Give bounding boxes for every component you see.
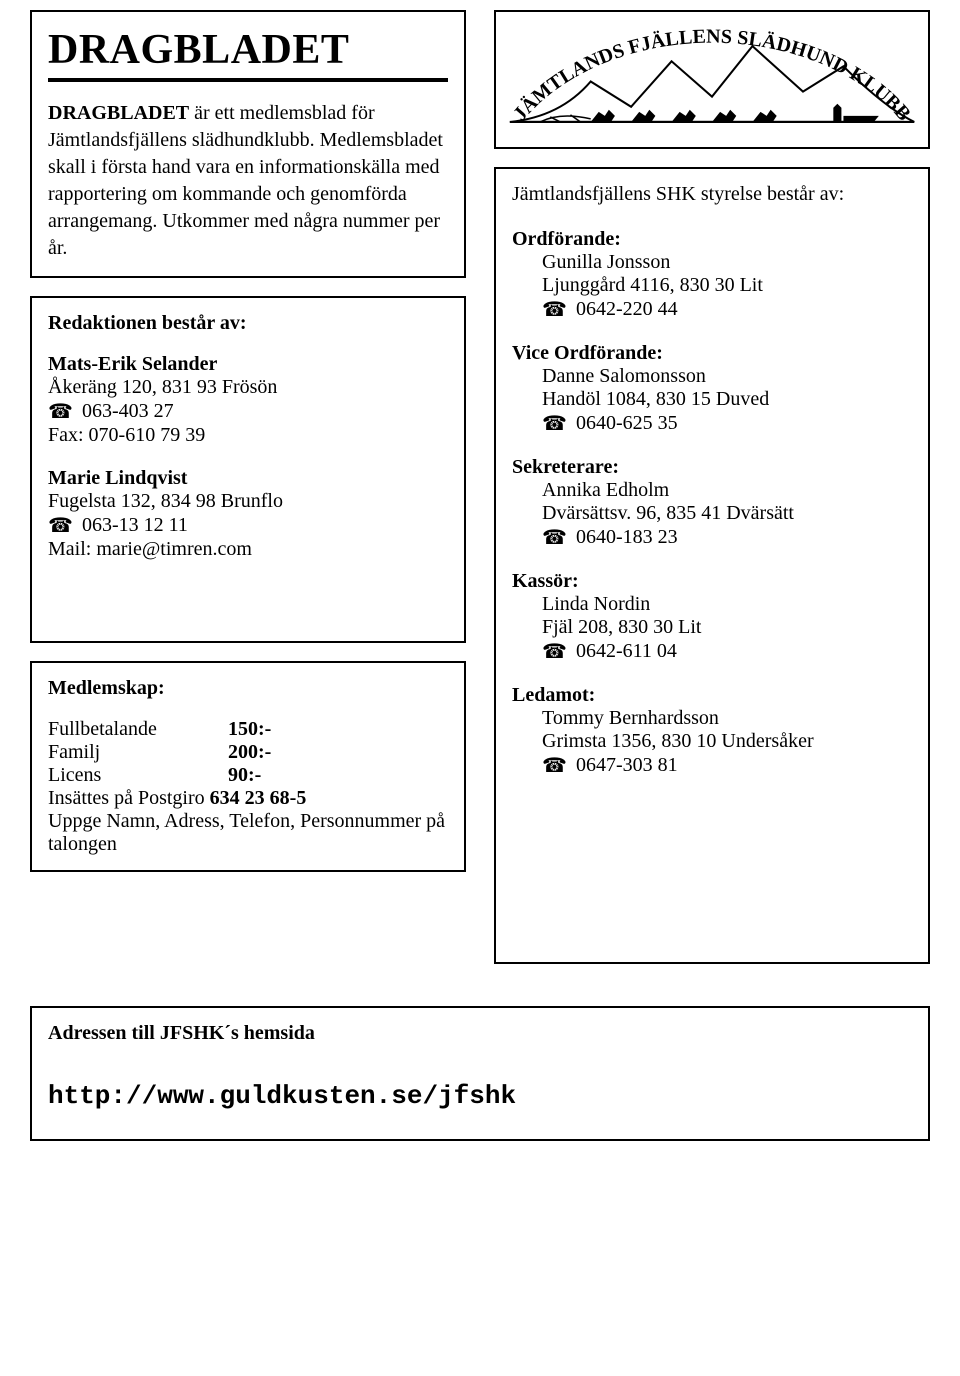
publication-title: DRAGBLADET (48, 26, 448, 74)
editor1-phone: ☎ 063-403 27 (48, 399, 448, 424)
club-logo: JÄMTLANDS FJÄLLENS SLÄDHUND KLUBB (494, 10, 930, 149)
editor2-mail: Mail: marie@timren.com (48, 538, 448, 561)
member-phone-num: 0642-611 04 (576, 640, 677, 663)
member-phone: ☎ 0642-220 44 (512, 297, 912, 322)
editor2-phone-num: 063-13 12 11 (82, 514, 188, 537)
editor1-fax: Fax: 070-610 79 39 (48, 424, 448, 447)
logo-text: JÄMTLANDS FJÄLLENS SLÄDHUND KLUBB (509, 26, 915, 125)
membership-row: Fullbetalande 150:- (48, 718, 448, 741)
membership-tail: Uppge Namn, Adress, Telefon, Personnumme… (48, 810, 448, 856)
member-name: Annika Edholm (512, 479, 912, 502)
member-name: Danne Salomonsson (512, 365, 912, 388)
membership-label: Licens (48, 764, 228, 787)
member-phone-num: 0640-183 23 (576, 526, 678, 549)
redaktion-heading: Redaktionen består av: (48, 312, 448, 335)
membership-price: 150:- (228, 718, 271, 741)
board-member: Sekreterare: Annika Edholm Dvärsättsv. 9… (512, 456, 912, 550)
phone-icon: ☎ (48, 399, 66, 424)
svg-text:JÄMTLANDS FJÄLLENS SLÄDHUND KL: JÄMTLANDS FJÄLLENS SLÄDHUND KLUBB (509, 26, 915, 125)
member-name: Linda Nordin (512, 593, 912, 616)
membership-price: 200:- (228, 741, 271, 764)
membership-label: Familj (48, 741, 228, 764)
member-phone: ☎ 0642-611 04 (512, 639, 912, 664)
board-box: Jämtlandsfjällens SHK styrelse består av… (494, 167, 930, 964)
postgiro-label: Insättes på Postgiro (48, 787, 210, 809)
postgiro-num: 634 23 68-5 (210, 787, 307, 809)
website-box: Adressen till JFSHK´s hemsida http://www… (30, 1006, 930, 1141)
page: DRAGBLADET DRAGBLADET är ett medlemsblad… (0, 0, 960, 1171)
member-addr: Grimsta 1356, 830 10 Undersåker (512, 730, 912, 753)
intro-bold: DRAGBLADET (48, 102, 189, 124)
editor1-phone-num: 063-403 27 (82, 400, 174, 423)
board-member: Ledamot: Tommy Bernhardsson Grimsta 1356… (512, 684, 912, 778)
two-column-layout: DRAGBLADET DRAGBLADET är ett medlemsblad… (30, 10, 930, 982)
membership-row: Familj 200:- (48, 741, 448, 764)
board-heading: Jämtlandsfjällens SHK styrelse består av… (512, 183, 912, 206)
editor1-addr: Åkeräng 120, 831 93 Frösön (48, 376, 448, 399)
membership-label: Fullbetalande (48, 718, 228, 741)
membership-row: Licens 90:- (48, 764, 448, 787)
title-underline: DRAGBLADET (48, 26, 448, 82)
membership-box: Medlemskap: Fullbetalande 150:- Familj 2… (30, 661, 466, 872)
role-ordforande: Ordförande: (512, 228, 912, 251)
member-name: Gunilla Jonsson (512, 251, 912, 274)
role-kassor: Kassör: (512, 570, 912, 593)
left-column: DRAGBLADET DRAGBLADET är ett medlemsblad… (30, 10, 466, 890)
role-vice-ordforande: Vice Ordförande: (512, 342, 912, 365)
board-member: Vice Ordförande: Danne Salomonsson Handö… (512, 342, 912, 436)
member-phone: ☎ 0647-303 81 (512, 753, 912, 778)
member-phone-num: 0640-625 35 (576, 412, 678, 435)
intro-paragraph: DRAGBLADET är ett medlemsblad för Jämtla… (48, 100, 448, 262)
member-addr: Handöl 1084, 830 15 Duved (512, 388, 912, 411)
website-heading: Adressen till JFSHK´s hemsida (48, 1022, 912, 1045)
role-sekreterare: Sekreterare: (512, 456, 912, 479)
role-ledamot: Ledamot: (512, 684, 912, 707)
logo-arc-text-svg: JÄMTLANDS FJÄLLENS SLÄDHUND KLUBB (496, 12, 928, 147)
board-member: Kassör: Linda Nordin Fjäl 208, 830 30 Li… (512, 570, 912, 664)
member-phone-num: 0647-303 81 (576, 754, 678, 777)
member-phone: ☎ 0640-183 23 (512, 525, 912, 550)
phone-icon: ☎ (48, 513, 66, 538)
editor2-phone: ☎ 063-13 12 11 (48, 513, 448, 538)
membership-heading: Medlemskap: (48, 677, 448, 700)
board-member: Ordförande: Gunilla Jonsson Ljunggård 41… (512, 228, 912, 322)
masthead-box: DRAGBLADET DRAGBLADET är ett medlemsblad… (30, 10, 466, 278)
spacer (48, 561, 448, 627)
member-addr: Fjäl 208, 830 30 Lit (512, 616, 912, 639)
redaktion-box: Redaktionen består av: Mats-Erik Selande… (30, 296, 466, 643)
phone-icon: ☎ (542, 753, 560, 778)
member-phone: ☎ 0640-625 35 (512, 411, 912, 436)
phone-icon: ☎ (542, 639, 560, 664)
editor2-addr: Fugelsta 132, 834 98 Brunflo (48, 490, 448, 513)
phone-icon: ☎ (542, 411, 560, 436)
editor1-name: Mats-Erik Selander (48, 353, 448, 376)
website-url: http://www.guldkusten.se/jfshk (48, 1081, 912, 1111)
right-column: JÄMTLANDS FJÄLLENS SLÄDHUND KLUBB Jämtla… (494, 10, 930, 982)
intro-rest: är ett medlemsblad för Jämtlandsfjällens… (48, 102, 443, 259)
phone-icon: ☎ (542, 525, 560, 550)
member-addr: Dvärsättsv. 96, 835 41 Dvärsätt (512, 502, 912, 525)
editor2-name: Marie Lindqvist (48, 467, 448, 490)
member-phone-num: 0642-220 44 (576, 298, 678, 321)
member-name: Tommy Bernhardsson (512, 707, 912, 730)
membership-price: 90:- (228, 764, 261, 787)
spacer (48, 447, 448, 467)
phone-icon: ☎ (542, 297, 560, 322)
member-addr: Ljunggård 4116, 830 30 Lit (512, 274, 912, 297)
postgiro-line: Insättes på Postgiro 634 23 68-5 (48, 787, 448, 810)
